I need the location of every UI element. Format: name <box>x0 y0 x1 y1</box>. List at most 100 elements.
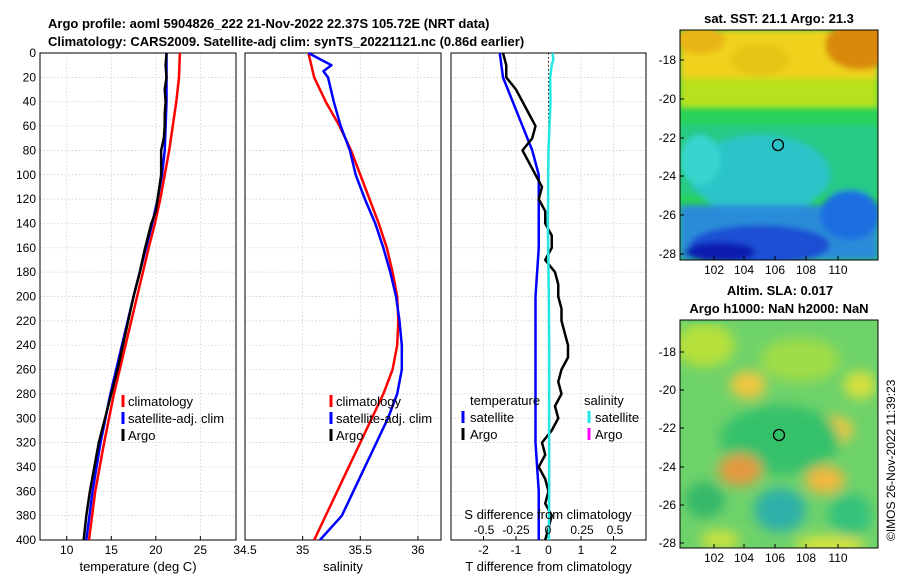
series-line-black <box>501 52 570 541</box>
sla-map: Altim. SLA: 0.017 Argo h1000: NaN h2000:… <box>659 283 879 565</box>
map-x-tick-label: 104 <box>734 263 754 277</box>
series-line-blue <box>307 51 404 541</box>
y-tick-label: 340 <box>16 460 36 474</box>
s-tick-label: -0.5 <box>474 523 495 537</box>
argo-location-marker-sst <box>771 138 785 152</box>
map-x-tick-label: 102 <box>704 263 724 277</box>
legend-label: satellite <box>470 410 514 425</box>
map-y-tick-label: -18 <box>659 345 677 359</box>
map-y-tick-label: -26 <box>659 208 677 222</box>
map-y-tick-label: -18 <box>659 53 677 67</box>
x-tick-label: 36 <box>411 543 425 557</box>
plot-frame <box>244 52 442 541</box>
x-tick-label: 20 <box>149 543 163 557</box>
map-x-tick-label: 106 <box>765 551 785 565</box>
series-line-cyan <box>546 52 555 541</box>
argo-location-marker-sla <box>772 428 786 442</box>
y-tick-label: 240 <box>16 338 36 352</box>
map-x-tick-label: 108 <box>796 263 816 277</box>
legend-label: satellite <box>595 410 639 425</box>
plot-frame <box>39 52 237 541</box>
map-x-tick-label: 108 <box>796 551 816 565</box>
x-tick-label: 35.5 <box>349 543 373 557</box>
y-tick-label: 400 <box>16 533 36 547</box>
legend-label: climatology <box>128 394 194 409</box>
y-tick-label: 80 <box>23 143 37 157</box>
sst-map-title: sat. SST: 21.1 Argo: 21.3 <box>704 11 854 26</box>
map-y-tick-label: -22 <box>659 421 677 435</box>
legend-label: Argo <box>128 428 155 443</box>
y-tick-label: 300 <box>16 411 36 425</box>
y-tick-label: 220 <box>16 314 36 328</box>
map-y-tick-label: -22 <box>659 131 677 145</box>
s-tick-label: 0 <box>545 523 552 537</box>
x-axis-label: salinity <box>323 559 363 574</box>
legend-title-temperature: temperature <box>470 393 540 408</box>
y-tick-label: 280 <box>16 387 36 401</box>
x-tick-label: 1 <box>578 543 585 557</box>
x-axis-label: temperature (deg C) <box>79 559 196 574</box>
sla-map-title-1: Altim. SLA: 0.017 <box>727 283 833 298</box>
y-tick-label: 320 <box>16 436 36 450</box>
legend-label: satellite-adj. clim <box>128 411 224 426</box>
salinity-panel: 34.5 35 35.5 36 salinity climatology satellite… <box>233 51 442 574</box>
legend-label: Argo <box>595 427 622 442</box>
legend-label: Argo <box>336 428 363 443</box>
series-line-black <box>82 52 168 541</box>
x-tick-label: 35 <box>296 543 310 557</box>
map-x-tick-label: 104 <box>734 551 754 565</box>
y-tick-label: 0 <box>29 46 36 60</box>
y-tick-label: 160 <box>16 241 36 255</box>
y-tick-label: 360 <box>16 484 36 498</box>
legend-title-salinity: salinity <box>584 393 624 408</box>
s-tick-label: -0.25 <box>502 523 530 537</box>
x-tick-label: -1 <box>511 543 522 557</box>
temperature-panel: 10 15 20 25 temperature (deg C) 0 20 40 60 80 100 1… <box>16 46 237 574</box>
map-y-tick-label: -20 <box>659 92 677 106</box>
legend-label: satellite-adj. clim <box>336 411 432 426</box>
difference-panel: -2 -1 0 1 2 T difference from climatology temp… <box>450 52 647 574</box>
y-tick-label: 260 <box>16 363 36 377</box>
s-tick-label: 0.5 <box>607 523 624 537</box>
s-tick-label: 0.25 <box>570 523 594 537</box>
x-tick-label: 2 <box>610 543 617 557</box>
y-tick-label: 20 <box>23 70 37 84</box>
title-line-2: Climatology: CARS2009. Satellite-adj cli… <box>48 34 524 49</box>
x-tick-label: 10 <box>60 543 74 557</box>
series-line-blue <box>85 53 168 541</box>
legend-label: climatology <box>336 394 402 409</box>
x-tick-label: 0 <box>545 543 552 557</box>
y-tick-label: 40 <box>23 95 37 109</box>
y-tick-label: 60 <box>23 119 37 133</box>
series-line-red <box>87 52 182 541</box>
map-x-tick-label: 110 <box>828 551 847 565</box>
map-x-tick-label: 102 <box>704 551 724 565</box>
x-axis-label: T difference from climatology <box>465 559 632 574</box>
title-line-1: Argo profile: aoml 5904826_222 21-Nov-20… <box>48 16 490 31</box>
map-y-tick-label: -28 <box>659 536 677 550</box>
watermark: ©IMOS 26-Nov-2022 11:39:23 <box>884 379 898 541</box>
y-tick-label: 100 <box>16 168 36 182</box>
y-tick-label: 120 <box>16 192 36 206</box>
y-tick-label: 200 <box>16 290 36 304</box>
x-tick-label: 25 <box>194 543 208 557</box>
map-y-tick-label: -24 <box>659 460 677 474</box>
map-y-tick-label: -20 <box>659 383 677 397</box>
x-tick-label: 34.5 <box>233 543 257 557</box>
map-y-tick-label: -24 <box>659 169 677 183</box>
y-tick-label: 140 <box>16 216 36 230</box>
top-axis-label: S difference from climatology <box>464 507 632 522</box>
map-x-tick-label: 106 <box>765 263 785 277</box>
map-y-tick-label: -28 <box>659 247 677 261</box>
x-tick-label: 15 <box>105 543 119 557</box>
map-y-tick-label: -26 <box>659 498 677 512</box>
y-tick-label: 380 <box>16 509 36 523</box>
x-tick-label: -2 <box>478 543 489 557</box>
y-tick-label: 180 <box>16 265 36 279</box>
legend-label: Argo <box>470 427 497 442</box>
series-line-blue <box>498 52 540 540</box>
sla-map-title-2: Argo h1000: NaN h2000: NaN <box>689 301 868 316</box>
sst-map: sat. SST: 21.1 Argo: 21.3 102 104 106 108 11… <box>659 11 879 277</box>
map-x-tick-label: 110 <box>828 263 847 277</box>
